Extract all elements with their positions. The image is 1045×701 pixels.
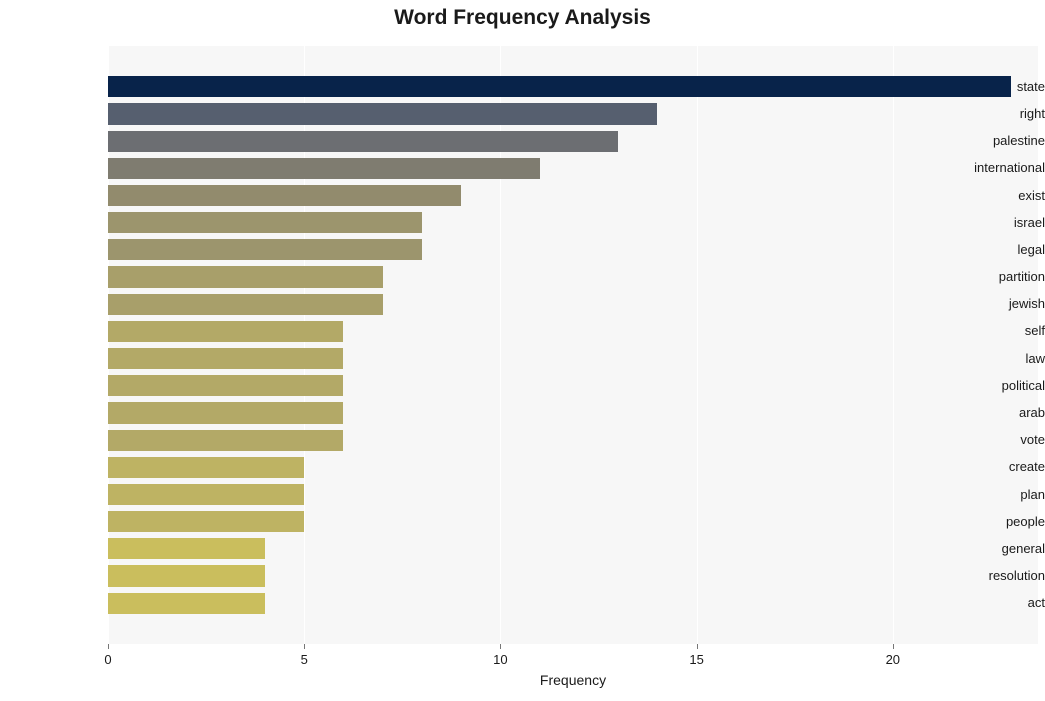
- chart-title: Word Frequency Analysis: [0, 6, 1045, 30]
- bar: [108, 457, 304, 478]
- bar: [108, 103, 657, 124]
- bar: [108, 158, 540, 179]
- bar: [108, 402, 343, 423]
- bar: [108, 593, 265, 614]
- x-tick-mark: [108, 644, 109, 649]
- x-axis-title: Frequency: [108, 672, 1038, 688]
- chart-container: Word Frequency Analysis state right palest…: [0, 0, 1045, 701]
- y-tick-label: plan: [947, 488, 1045, 501]
- y-tick-label: israel: [947, 216, 1045, 229]
- bar: [108, 375, 343, 396]
- y-tick-label: political: [947, 379, 1045, 392]
- bar: [108, 212, 422, 233]
- x-tick-label: 15: [677, 652, 717, 667]
- y-tick-label: create: [947, 460, 1045, 473]
- y-tick-label: resolution: [947, 569, 1045, 582]
- bar: [108, 321, 343, 342]
- bar: [108, 185, 461, 206]
- bar: [108, 511, 304, 532]
- x-tick-mark: [304, 644, 305, 649]
- x-tick-label: 0: [88, 652, 128, 667]
- bar: [108, 294, 383, 315]
- bar: [108, 430, 343, 451]
- y-tick-label: vote: [947, 433, 1045, 446]
- y-tick-label: self: [947, 324, 1045, 337]
- x-tick-label: 5: [284, 652, 324, 667]
- y-tick-label: partition: [947, 270, 1045, 283]
- x-tick-mark: [893, 644, 894, 649]
- bar: [108, 565, 265, 586]
- y-tick-label: arab: [947, 406, 1045, 419]
- x-tick-label: 10: [480, 652, 520, 667]
- bar: [108, 239, 422, 260]
- bar: [108, 484, 304, 505]
- x-tick-mark: [697, 644, 698, 649]
- y-tick-label: palestine: [947, 134, 1045, 147]
- y-tick-label: people: [947, 515, 1045, 528]
- y-tick-label: right: [947, 107, 1045, 120]
- y-tick-label: state: [947, 80, 1045, 93]
- bar: [108, 76, 1011, 97]
- y-tick-label: general: [947, 542, 1045, 555]
- bar: [108, 131, 618, 152]
- y-tick-label: legal: [947, 243, 1045, 256]
- grid-line: [697, 46, 698, 644]
- x-tick-label: 20: [873, 652, 913, 667]
- y-tick-label: international: [947, 161, 1045, 174]
- grid-line: [893, 46, 894, 644]
- y-tick-label: jewish: [947, 297, 1045, 310]
- bar: [108, 538, 265, 559]
- y-tick-label: exist: [947, 189, 1045, 202]
- y-tick-label: act: [947, 596, 1045, 609]
- x-tick-mark: [500, 644, 501, 649]
- y-tick-label: law: [947, 352, 1045, 365]
- bar: [108, 266, 383, 287]
- bar: [108, 348, 343, 369]
- plot-area: [108, 46, 1038, 644]
